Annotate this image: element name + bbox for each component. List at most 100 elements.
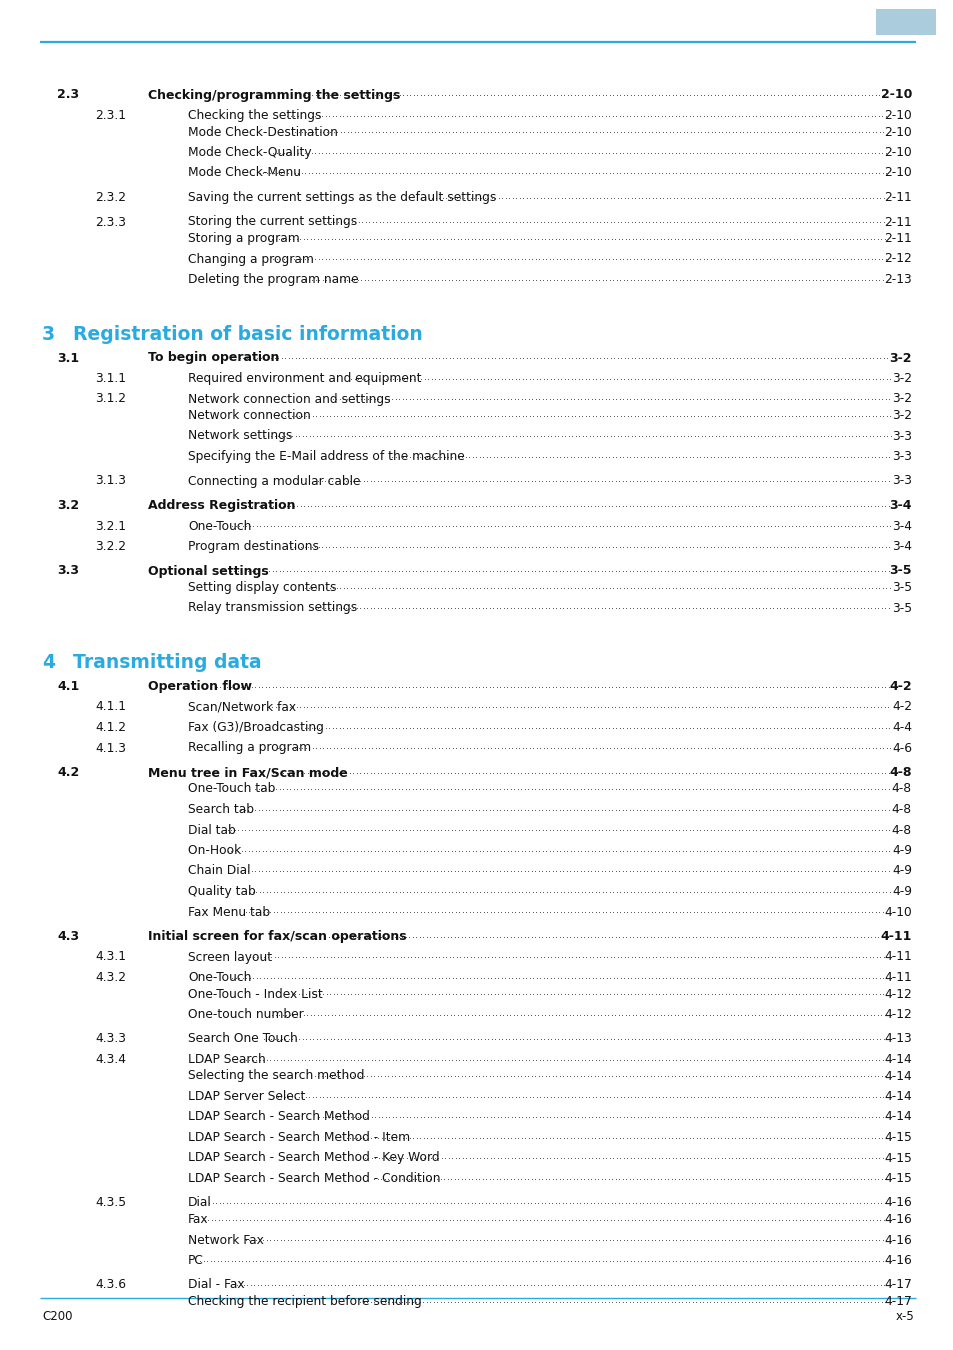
Point <box>666 228 681 250</box>
Point <box>258 819 274 841</box>
Point <box>607 560 622 582</box>
Point <box>487 122 502 143</box>
Point <box>664 84 679 105</box>
Point <box>727 819 742 841</box>
Point <box>420 1085 436 1107</box>
Point <box>664 576 679 598</box>
Point <box>422 799 437 821</box>
Point <box>436 597 451 618</box>
Point <box>699 840 714 861</box>
Point <box>863 840 879 861</box>
Point <box>559 1049 575 1071</box>
Point <box>562 1065 578 1087</box>
Point <box>639 494 654 516</box>
Point <box>542 967 558 988</box>
Point <box>684 1003 700 1025</box>
Point <box>339 576 355 598</box>
Point <box>460 228 476 250</box>
Point <box>869 1003 884 1025</box>
Point <box>563 576 578 598</box>
Point <box>418 1003 434 1025</box>
Point <box>631 1029 646 1050</box>
Point <box>819 902 834 923</box>
Point <box>634 211 649 232</box>
Point <box>402 983 417 1004</box>
Point <box>733 1003 748 1025</box>
Point <box>629 819 644 841</box>
Point <box>605 967 620 988</box>
Point <box>566 1250 581 1272</box>
Point <box>536 1230 551 1251</box>
Point <box>445 1085 460 1107</box>
Point <box>764 761 780 783</box>
Point <box>565 494 580 516</box>
Point <box>361 405 376 427</box>
Point <box>482 142 497 163</box>
Point <box>881 799 896 821</box>
Point <box>785 778 801 799</box>
Point <box>275 761 291 783</box>
Point <box>706 840 721 861</box>
Point <box>618 560 633 582</box>
Point <box>527 1168 542 1189</box>
Point <box>378 983 394 1004</box>
Point <box>304 105 319 127</box>
Point <box>815 84 830 105</box>
Point <box>693 122 708 143</box>
Point <box>315 983 331 1004</box>
Point <box>318 516 334 537</box>
Point <box>517 560 532 582</box>
Point <box>307 597 322 618</box>
Point <box>585 347 600 369</box>
Point <box>270 737 285 759</box>
Point <box>720 470 735 491</box>
Point <box>759 819 774 841</box>
Point <box>618 840 634 861</box>
Text: Screen layout: Screen layout <box>188 950 272 964</box>
Point <box>527 819 542 841</box>
Point <box>801 122 817 143</box>
Point <box>603 1003 618 1025</box>
Point <box>708 697 723 718</box>
Point <box>517 1049 533 1071</box>
Point <box>862 347 877 369</box>
Point <box>786 1250 801 1272</box>
Point <box>779 560 794 582</box>
Point <box>539 122 555 143</box>
Point <box>739 516 754 537</box>
Point <box>304 1250 319 1272</box>
Point <box>338 676 354 698</box>
Point <box>790 1127 805 1149</box>
Point <box>367 389 382 410</box>
Point <box>682 880 698 902</box>
Point <box>547 347 562 369</box>
Point <box>435 946 450 968</box>
Point <box>511 1148 526 1169</box>
Point <box>544 697 559 718</box>
Point <box>864 516 880 537</box>
Point <box>724 967 740 988</box>
Point <box>794 389 809 410</box>
Point <box>688 248 703 270</box>
Point <box>263 1208 278 1230</box>
Point <box>700 946 716 968</box>
Point <box>537 228 553 250</box>
Point <box>779 1192 794 1214</box>
Point <box>821 1250 837 1272</box>
Point <box>714 405 729 427</box>
Point <box>794 1049 809 1071</box>
Point <box>399 367 415 389</box>
Point <box>597 470 612 491</box>
Point <box>534 560 549 582</box>
Point <box>558 926 574 948</box>
Point <box>443 926 458 948</box>
Point <box>270 1250 285 1272</box>
Point <box>518 367 534 389</box>
Point <box>789 778 804 799</box>
Point <box>401 105 416 127</box>
Point <box>530 228 545 250</box>
Point <box>876 1003 891 1025</box>
Point <box>607 597 622 618</box>
Point <box>831 1065 846 1087</box>
Point <box>627 425 642 447</box>
